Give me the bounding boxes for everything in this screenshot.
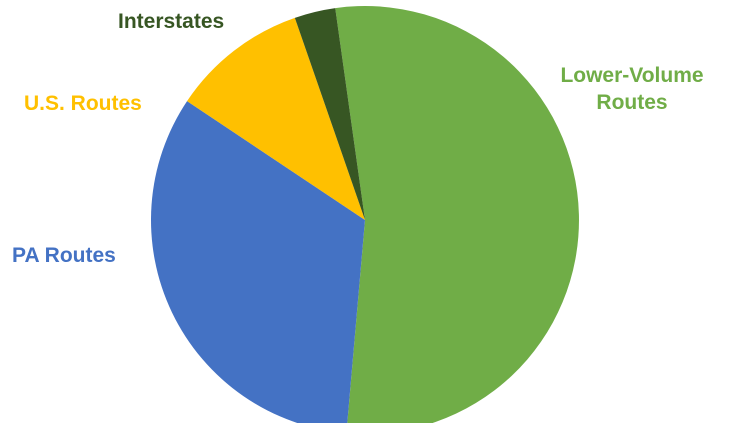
slice-lower-volume-routes: [335, 6, 579, 423]
slice-pa-routes: [151, 101, 365, 423]
label-lower-volume-routes: Lower-Volume Routes: [560, 64, 703, 114]
pie-slices: [151, 6, 579, 423]
slice-interstates: [294, 8, 365, 220]
pie-labels: Lower-Volume Routes PA Routes U.S. Routes In…: [12, 10, 704, 267]
label-u-s-routes: U.S. Routes: [24, 92, 142, 115]
label-pa-routes: PA Routes: [12, 244, 116, 267]
slice-u-s-routes: [187, 17, 365, 220]
label-interstates: Interstates: [118, 10, 224, 33]
